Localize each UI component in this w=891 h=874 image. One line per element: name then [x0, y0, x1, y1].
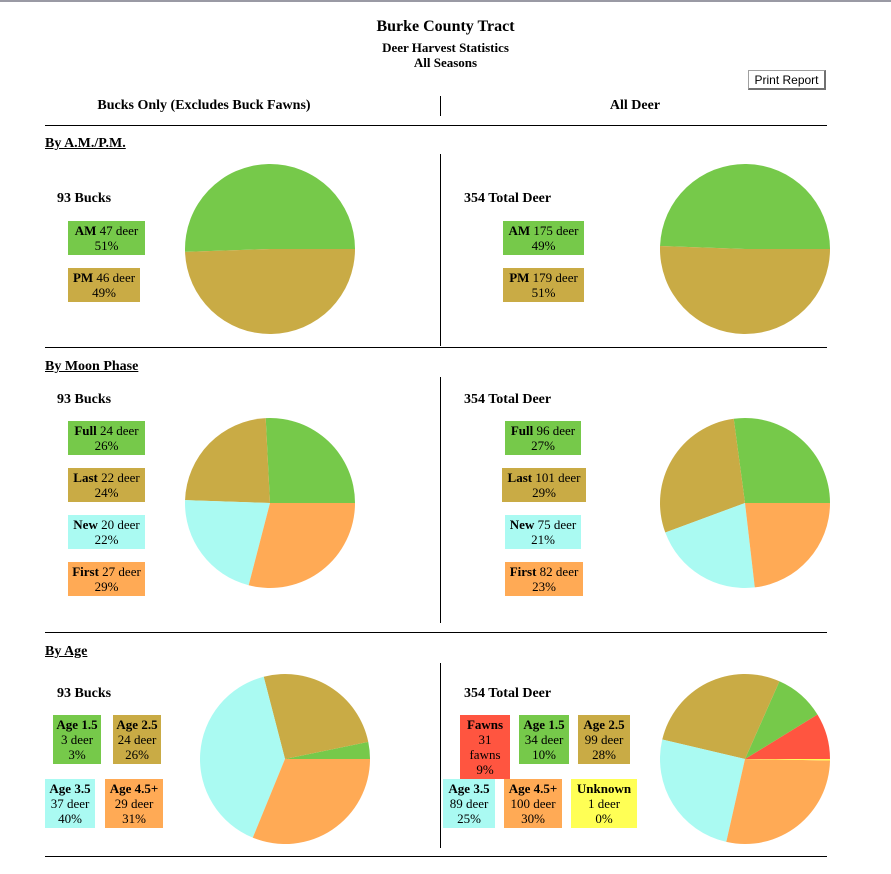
- pie-slice-am: [660, 163, 830, 249]
- page-title: Burke County Tract: [376, 18, 515, 35]
- column-header-bucks: Bucks Only (Excludes Buck Fawns): [97, 98, 311, 113]
- legend-last: Last 101 deer 29%: [502, 468, 586, 502]
- pie-slice-last: [660, 418, 745, 533]
- pie-slice-age-3-5: [200, 676, 285, 838]
- pie-slice-age-2-5: [263, 674, 369, 759]
- pie-slice-first: [745, 503, 830, 588]
- print-report-button[interactable]: Print Report: [748, 70, 826, 90]
- divider-line: [45, 856, 827, 857]
- total-deer-count: 354 Total Deer: [464, 392, 552, 407]
- bucks-count: 93 Bucks: [57, 686, 112, 701]
- legend-first: First 82 deer 23%: [505, 562, 583, 596]
- pie-slice-last: [185, 418, 270, 503]
- legend-full: Full 24 deer 26%: [68, 421, 145, 455]
- bucks-count: 93 Bucks: [57, 191, 112, 206]
- legend-unknown: Unknown 1 deer 0%: [571, 779, 637, 828]
- legend-new: New 75 deer 21%: [505, 515, 581, 549]
- pie-slice-age-1-5: [285, 741, 370, 759]
- section-title-ampm: By A.M./P.M.: [45, 136, 126, 151]
- legend-full: Full 96 deer 27%: [505, 421, 581, 455]
- pie-chart-all-age: [660, 674, 830, 844]
- legend-fawns: Fawns 31 fawns 9%: [460, 715, 510, 779]
- legend-age-4-5-plus: Age 4.5+ 100 deer 30%: [504, 779, 562, 828]
- pie-chart-all-ampm: [660, 163, 830, 334]
- pie-chart-bucks-age: [200, 674, 370, 844]
- legend-pm: PM 179 deer 51%: [503, 268, 584, 302]
- pie-slice-age-2-5: [662, 674, 780, 759]
- divider-line: [45, 125, 827, 126]
- column-divider: [440, 377, 441, 623]
- pie-slice-first: [248, 503, 355, 588]
- pie-slice-new: [665, 503, 755, 588]
- pie-slice-pm: [660, 245, 830, 334]
- column-divider: [440, 154, 441, 346]
- pie-slice-unknown: [745, 759, 830, 761]
- legend-age-3-5: Age 3.5 37 deer 40%: [45, 779, 95, 828]
- divider-line: [45, 632, 827, 633]
- divider-line: [45, 347, 827, 348]
- season-label: All Seasons: [413, 55, 478, 70]
- section-title-age: By Age: [45, 644, 88, 659]
- pie-slice-age-4-5: [726, 759, 830, 844]
- pie-slice-age-1-5: [745, 681, 818, 759]
- column-header-all-deer: All Deer: [609, 98, 661, 113]
- bucks-count: 93 Bucks: [57, 392, 112, 407]
- legend-new: New 20 deer 22%: [68, 515, 145, 549]
- legend-age-1-5: Age 1.5 3 deer 3%: [53, 715, 101, 764]
- legend-am: AM 47 deer 51%: [68, 221, 145, 255]
- page-subtitle: Deer Harvest Statistics: [382, 40, 509, 55]
- pie-slice-age-3-5: [660, 739, 745, 842]
- legend-am: AM 175 deer 49%: [503, 221, 584, 255]
- legend-last: Last 22 deer 24%: [68, 468, 145, 502]
- pie-slice-full: [265, 418, 355, 503]
- header-divider: [440, 96, 441, 116]
- section-title-moon: By Moon Phase: [45, 359, 139, 374]
- pie-chart-all-moon: [660, 417, 830, 588]
- pie-slice-pm: [185, 249, 355, 334]
- pie-slice-fawns: [745, 714, 830, 759]
- column-divider: [440, 663, 441, 848]
- pie-slice-full: [733, 417, 830, 503]
- pie-slice-new: [185, 500, 270, 586]
- pie-slice-am: [184, 163, 355, 252]
- pie-slice-age-4-5: [252, 759, 370, 844]
- total-deer-count: 354 Total Deer: [464, 686, 552, 701]
- window-top-border: [0, 0, 891, 2]
- legend-age-1-5: Age 1.5 34 deer 10%: [519, 715, 569, 764]
- legend-first: First 27 deer 29%: [68, 562, 145, 596]
- legend-age-2-5: Age 2.5 99 deer 28%: [578, 715, 630, 764]
- pie-chart-bucks-moon: [185, 418, 355, 588]
- legend-age-2-5: Age 2.5 24 deer 26%: [113, 715, 161, 764]
- pie-chart-bucks-ampm: [184, 163, 355, 334]
- legend-pm: PM 46 deer 49%: [68, 268, 140, 302]
- legend-age-3-5: Age 3.5 89 deer 25%: [443, 779, 495, 828]
- total-deer-count: 354 Total Deer: [464, 191, 552, 206]
- legend-age-4-5-plus: Age 4.5+ 29 deer 31%: [105, 779, 163, 828]
